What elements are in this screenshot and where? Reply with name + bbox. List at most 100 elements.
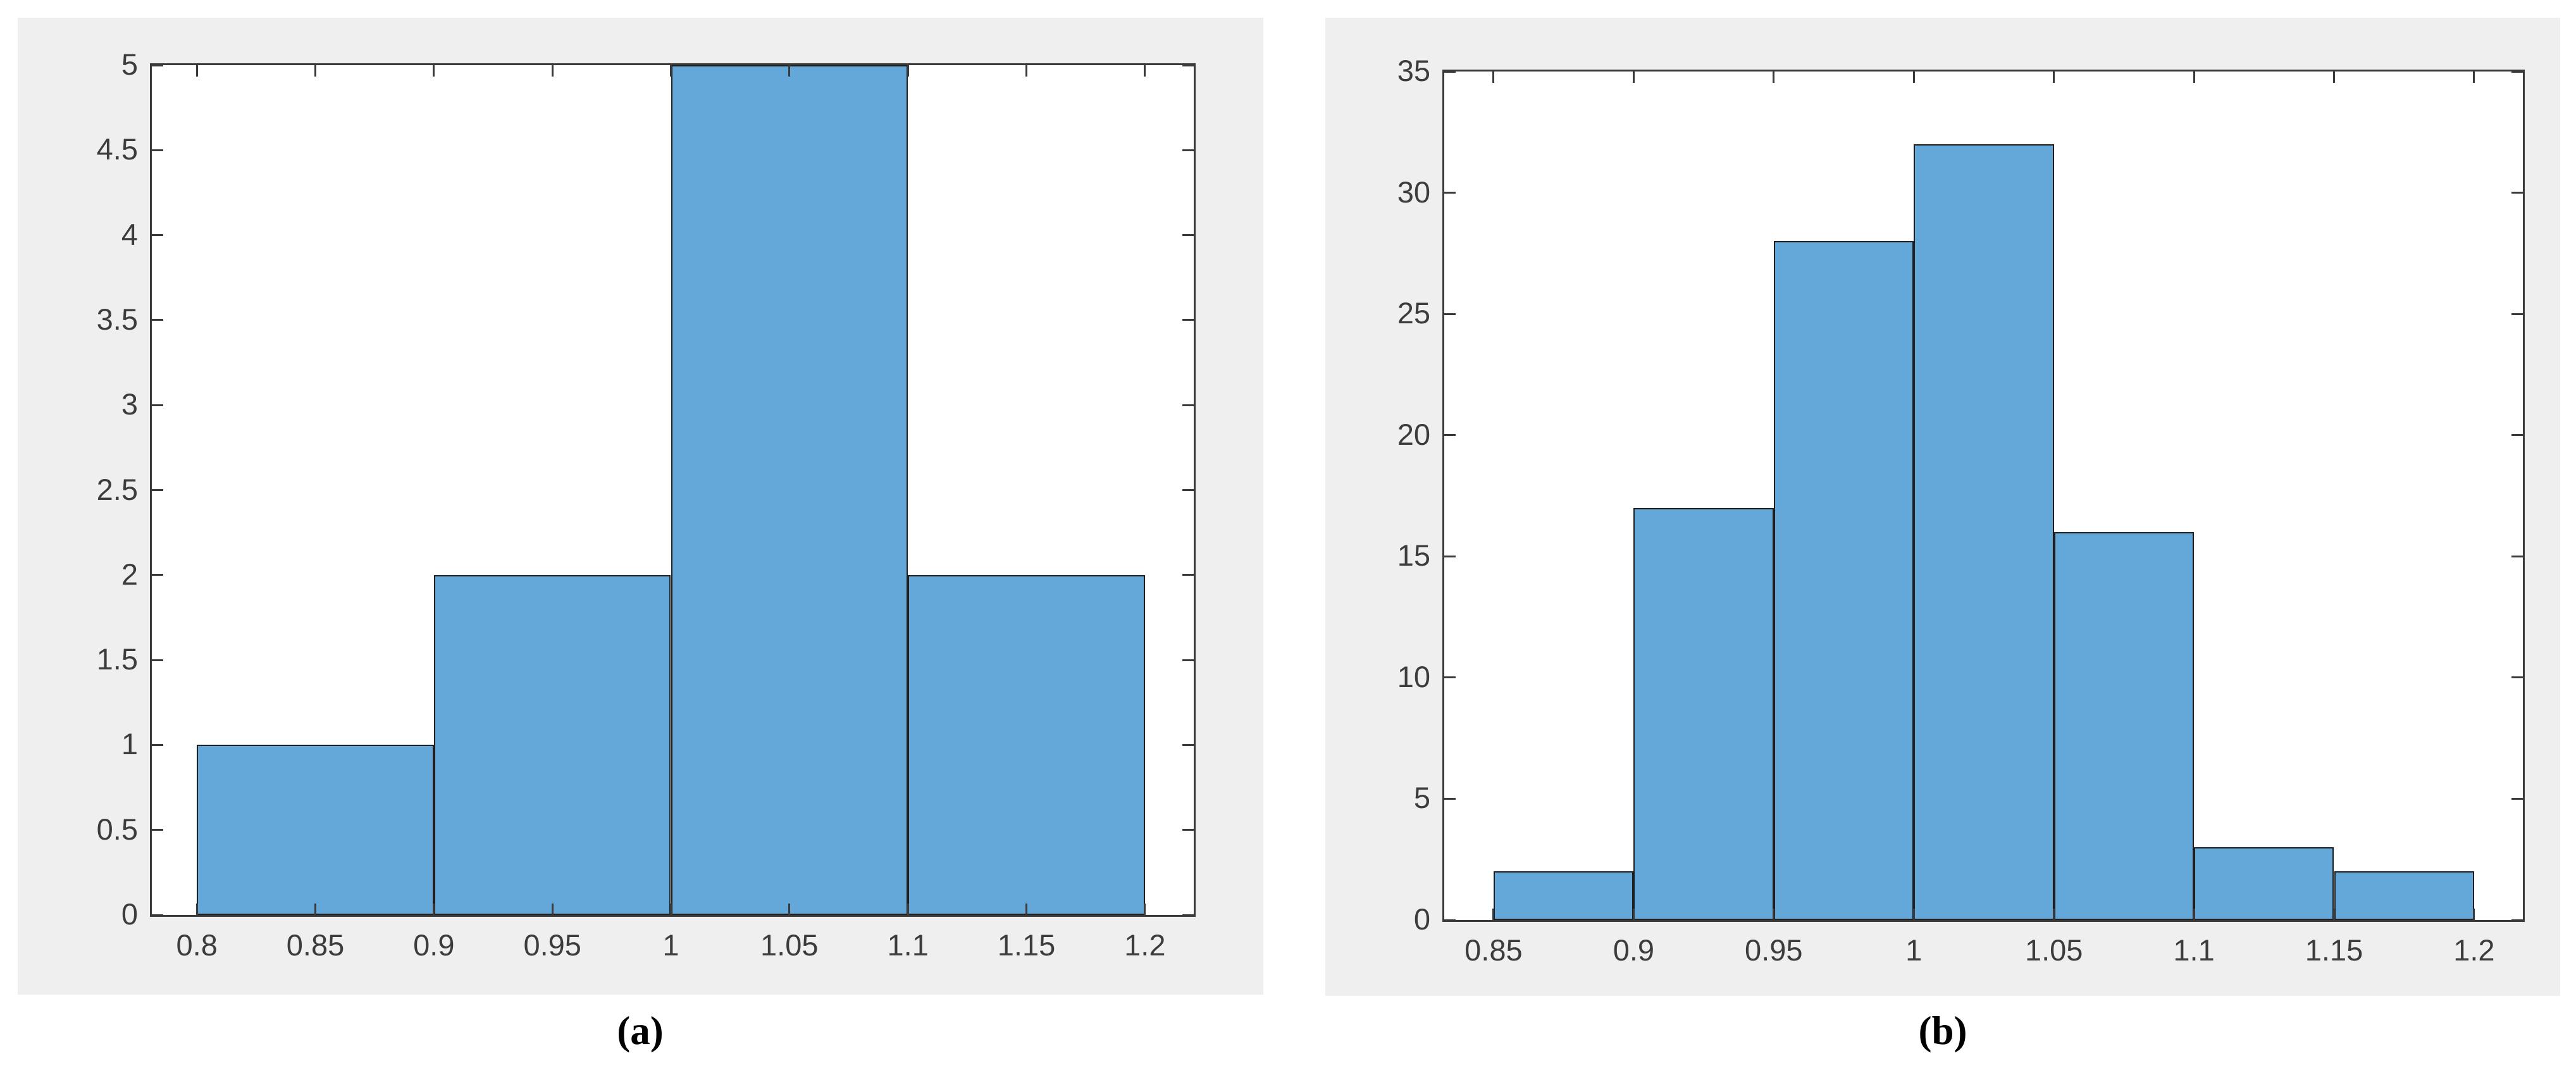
y-tick-label: 1.5 [96,642,138,676]
y-axis-tick [1182,914,1194,916]
histogram-bar [2334,871,2474,920]
x-axis-tick [1773,71,1775,83]
y-tick-label: 1 [121,727,138,761]
x-tick-label: 1.15 [2305,933,2363,967]
y-axis-tick [152,234,163,237]
x-axis-tick [2053,71,2055,83]
y-axis-tick [152,659,163,661]
histogram-bar [197,745,434,915]
y-axis-tick [152,829,163,831]
y-tick-label: 0 [121,897,138,931]
x-tick-label: 0.9 [1613,933,1655,967]
x-tick-label: 1 [1905,933,1923,967]
x-axis-tick [907,65,909,77]
x-axis-tick [2473,909,2475,920]
x-axis-tick [195,904,198,915]
y-axis-tick [2511,919,2523,921]
y-axis-tick [1182,64,1194,66]
y-tick-label: 25 [1397,296,1430,330]
y-axis-tick [1182,743,1194,746]
y-axis-tick [1444,313,1456,315]
y-tick-label: 2 [121,557,138,591]
x-axis-tick [1632,71,1635,83]
y-tick-label: 3 [121,387,138,421]
x-axis-tick [1144,904,1146,915]
x-axis-tick [907,904,909,915]
x-tick-label: 0.9 [413,928,455,962]
histogram-bar [1633,507,1774,920]
y-tick-label: 15 [1397,538,1430,573]
x-tick-label: 1.05 [760,928,819,962]
x-axis-tick [1492,909,1495,920]
histogram-bar [908,575,1145,915]
x-axis-tick [1912,71,1915,83]
y-tick-label: 4.5 [96,132,138,166]
x-axis-tick [551,65,554,77]
x-tick-label: 0.8 [176,928,218,962]
histogram-bar [2194,847,2334,920]
y-axis-tick [1444,919,1456,921]
x-axis-tick [2193,71,2195,83]
y-axis-tick [2511,555,2523,557]
y-axis-tick [1182,234,1194,237]
panel-caption-a: (a) [617,1009,664,1053]
x-axis-tick [2333,71,2335,83]
x-axis-tick [670,65,672,77]
y-axis-tick [1444,676,1456,679]
y-axis-tick [152,574,163,576]
x-axis-tick [2473,71,2475,83]
y-axis-tick [1182,829,1194,831]
y-axis-tick [152,914,163,916]
y-axis-tick [1444,70,1456,73]
y-axis-tick [2511,676,2523,679]
x-tick-label: 1.05 [2024,933,2083,967]
y-axis-tick [1444,555,1456,557]
x-axis-tick [788,904,791,915]
x-axis-tick [1492,71,1495,83]
x-axis-tick [670,904,672,915]
x-tick-label: 1.1 [887,928,929,962]
histogram-bar [2053,532,2195,920]
x-tick-label: 0.95 [1745,933,1803,967]
x-axis-tick [2053,909,2055,920]
x-tick-label: 1 [662,928,679,962]
y-tick-label: 5 [1413,781,1430,815]
y-axis-tick [2511,70,2523,73]
plot-area-a: 0.8 0.85 0.9 0.95 1 1.05 1.1 1.15 1.2 0 0.5 1 1.5 2 2.… [97,48,1196,961]
x-axis-tick [551,904,554,915]
y-tick-label: 30 [1397,175,1430,209]
x-axis-tick [2193,909,2195,920]
x-axis-tick [1025,65,1027,77]
y-axis-tick [1182,149,1194,151]
y-tick-label: 10 [1397,659,1430,693]
histogram-bar [1773,241,1914,920]
y-axis-tick [1182,489,1194,491]
y-tick-label: 5 [121,47,138,81]
y-axis-tick [152,743,163,746]
y-tick-label: 2.5 [96,472,138,506]
y-tick-label: 0.5 [96,812,138,846]
x-axis-tick [788,65,791,77]
y-tick-label: 0 [1413,902,1430,936]
x-tick-label: 1.15 [997,928,1056,962]
y-axis-tick [2511,192,2523,194]
y-axis-tick [2511,434,2523,437]
x-tick-label: 0.85 [1464,933,1523,967]
histogram-bar [433,575,671,915]
histogram-bar [1914,144,2054,920]
y-axis-tick [2511,313,2523,315]
x-axis-tick [314,65,316,77]
y-axis-tick [1182,659,1194,661]
x-tick-label: 0.95 [523,928,581,962]
x-axis-tick [314,904,316,915]
histogram-bar [671,65,908,915]
x-tick-label: 1.2 [2453,933,2495,967]
x-tick-label: 1.2 [1124,928,1166,962]
y-tick-label: 4 [121,217,138,251]
y-axis-tick [1182,404,1194,406]
plot-area-b: 0.85 0.9 0.95 1 1.05 1.1 1.15 1.2 0 5 10 15 20 25 30 35 [1397,54,2525,966]
histogram-panel-a: 0.8 0.85 0.9 0.95 1 1.05 1.1 1.15 1.2 0 0.5 1 1.5 2 2.… [18,18,1263,995]
y-axis-tick [1444,797,1456,800]
x-axis-tick [1144,65,1146,77]
